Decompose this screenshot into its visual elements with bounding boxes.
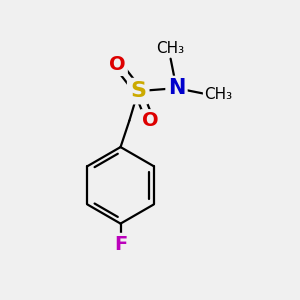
Text: CH₃: CH₃ (204, 87, 232, 102)
Text: O: O (109, 55, 126, 74)
Text: S: S (130, 81, 146, 101)
Text: N: N (168, 78, 185, 98)
Text: F: F (114, 235, 127, 254)
Text: O: O (142, 111, 158, 130)
Text: CH₃: CH₃ (157, 41, 185, 56)
